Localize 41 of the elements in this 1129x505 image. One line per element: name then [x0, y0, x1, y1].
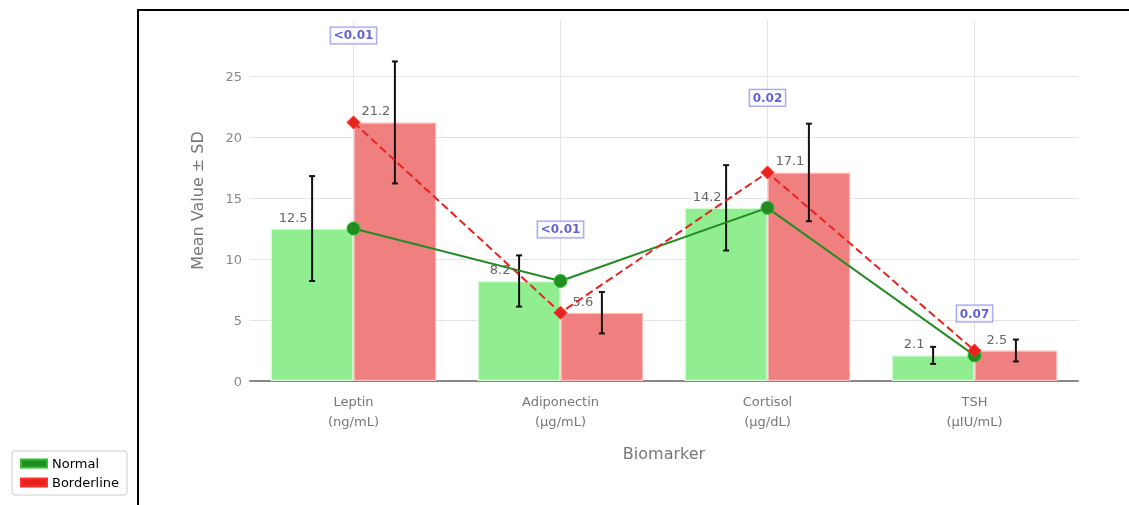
bar: [353, 122, 437, 381]
data-label: 12.5: [278, 209, 308, 225]
data-label: 2.1: [903, 336, 925, 352]
y-tick-label: 20: [225, 129, 242, 145]
data-label: 14.2: [692, 188, 722, 204]
bar: [767, 172, 851, 381]
point: [553, 274, 568, 288]
bar: [891, 355, 975, 381]
bar: [270, 228, 354, 381]
annotation: <0.01: [333, 28, 374, 43]
bar: [560, 312, 644, 381]
data-label: 21.2: [361, 103, 391, 119]
point: [346, 115, 361, 130]
point: [760, 200, 775, 215]
data-label: 17.1: [775, 153, 805, 169]
y-axis-title: Mean Value ± SD: [187, 131, 207, 270]
legend-label: Normal: [52, 456, 100, 471]
y-tick-label: 15: [225, 190, 242, 206]
y-tick-label: 25: [225, 68, 242, 84]
point: [967, 343, 982, 358]
point: [346, 221, 361, 236]
y-tick-label: 0: [233, 373, 242, 389]
x-tick-label: Cortisol (µg/dL): [742, 393, 793, 429]
x-tick-label: Adiponectin (µg/mL): [521, 393, 600, 429]
y-tick-label: 10: [225, 251, 242, 267]
x-tick-label: TSH (µIU/mL): [946, 393, 1003, 429]
data-label: 5.6: [572, 293, 594, 309]
y-tick-label: 5: [233, 312, 242, 328]
bar: [477, 280, 561, 381]
point: [760, 165, 775, 180]
bar: [684, 207, 768, 381]
bar: [974, 350, 1058, 381]
annotation: 0.07: [959, 306, 990, 321]
data-label: 2.5: [986, 331, 1008, 347]
annotation: 0.02: [752, 90, 783, 105]
x-tick-label: Leptin (ng/mL): [328, 393, 379, 429]
point: [553, 305, 568, 320]
x-axis-title: Biomarker: [622, 443, 706, 463]
annotation: <0.01: [540, 222, 581, 237]
data-label: 8.2: [489, 261, 511, 277]
legend-label: Borderline: [52, 475, 120, 490]
